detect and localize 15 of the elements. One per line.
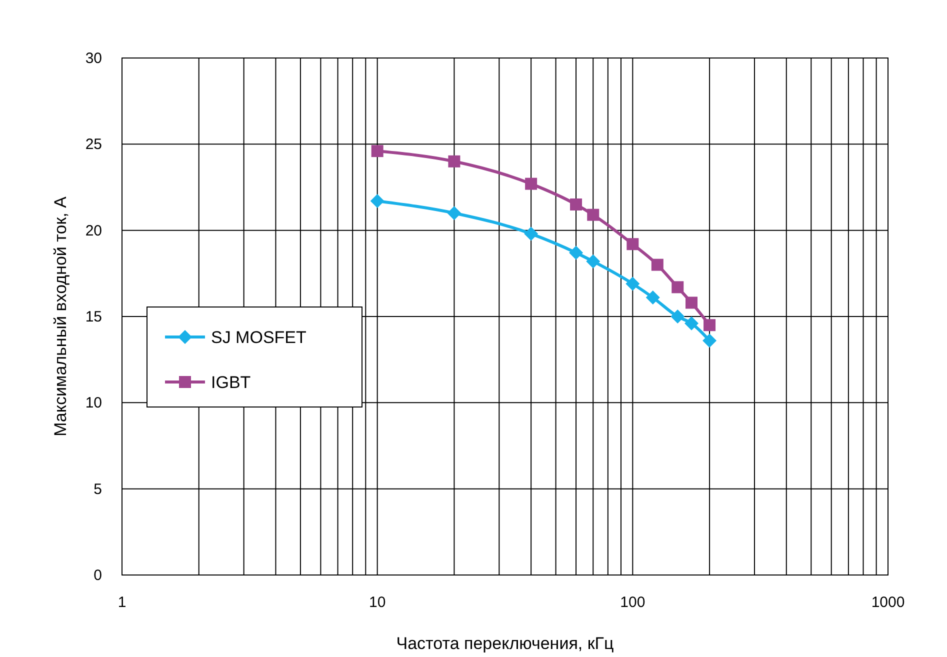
y-tick-label: 10 — [85, 394, 102, 412]
y-tick-label: 20 — [85, 222, 102, 240]
y-axis-title: Максимальный входной ток, А — [51, 196, 70, 436]
x-tick-label: 10 — [368, 594, 386, 611]
legend-label: IGBT — [211, 373, 251, 392]
legend-label: SJ MOSFET — [211, 328, 306, 347]
x-tick-label: 100 — [620, 594, 646, 611]
x-tick-label: 1000 — [871, 594, 905, 611]
y-tick-label: 30 — [85, 50, 102, 67]
y-tick-label: 25 — [85, 136, 102, 154]
x-tick-label: 1 — [118, 594, 126, 611]
y-tick-label: 5 — [94, 480, 102, 498]
x-axis-title: Частота переключения, кГц — [396, 634, 614, 653]
y-tick-label: 0 — [94, 567, 102, 584]
y-tick-label: 15 — [85, 308, 102, 326]
